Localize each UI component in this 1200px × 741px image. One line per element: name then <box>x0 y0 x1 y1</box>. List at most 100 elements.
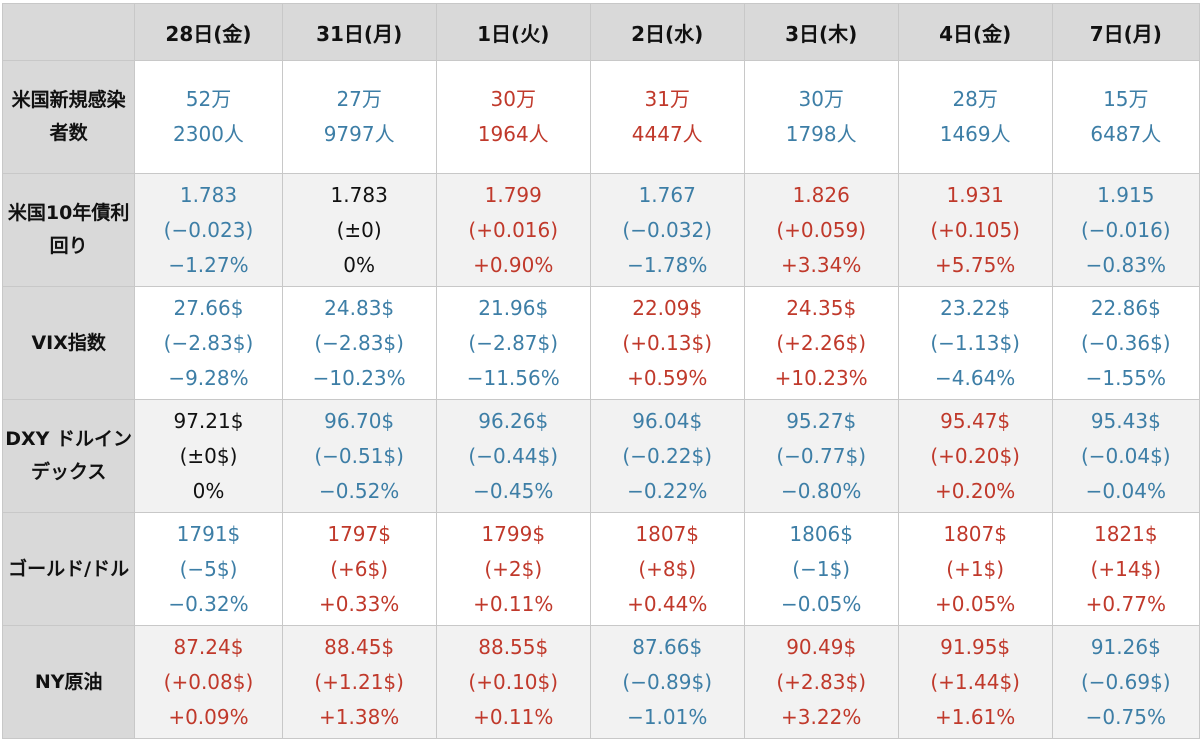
data-cell: 31万 4447人 <box>589 60 745 174</box>
change-line: (−2.83$) <box>314 330 404 355</box>
data-cell: 15万 6487人 <box>1051 60 1200 174</box>
value-line: 1.783 <box>179 182 238 207</box>
percent-line: −1.27% <box>168 252 249 277</box>
change-line: 4447人 <box>631 122 703 146</box>
column-header: 4日(金) <box>897 3 1053 61</box>
change-line: 6487人 <box>1090 122 1162 146</box>
change-line: (+0.105) <box>930 217 1020 242</box>
percent-line: −0.52% <box>319 478 400 503</box>
data-cell: 87.24$ (+0.08$) +0.09% <box>134 625 283 739</box>
change-line: (−0.023) <box>163 217 254 242</box>
change-line: (−0.44$) <box>468 443 559 468</box>
percent-line: +0.90% <box>473 252 554 277</box>
change-line: 1798人 <box>785 122 857 146</box>
value-line: 1.931 <box>946 182 1004 207</box>
value-line: 91.95$ <box>940 634 1011 659</box>
change-line: (−0.51$) <box>314 443 404 468</box>
change-line: 9797人 <box>323 122 395 146</box>
data-cell: 95.47$ (+0.20$) +0.20% <box>897 399 1053 513</box>
percent-line: +10.23% <box>774 365 868 390</box>
value-line: 24.35$ <box>786 295 857 320</box>
percent-line: −0.05% <box>781 591 862 616</box>
data-cell: 1806$ (−1$) −0.05% <box>743 512 899 626</box>
row-label: 米国新規感染者数 <box>1 60 136 174</box>
data-cell: 27万 9797人 <box>281 60 437 174</box>
percent-line: +0.20% <box>935 478 1016 503</box>
change-line: (+0.08$) <box>163 669 254 694</box>
row-label-line: 米国10年 <box>7 202 92 224</box>
change-line: (+2.26$) <box>776 330 866 355</box>
row-label-line: 米国 <box>11 89 50 111</box>
percent-line: +0.05% <box>935 591 1016 616</box>
data-cell: 30万 1964人 <box>435 60 591 174</box>
change-line: (+0.10$) <box>468 669 559 694</box>
percent-line: −0.32% <box>168 591 249 616</box>
data-cell: 1.915 (−0.016) −0.83% <box>1051 173 1200 287</box>
data-cell: 52万 2300人 <box>134 60 283 174</box>
change-line: (+1.21$) <box>314 669 404 694</box>
change-line: 2300人 <box>173 122 244 146</box>
value-line: 96.70$ <box>324 408 395 433</box>
change-line: (+6$) <box>330 556 389 581</box>
percent-line: 0% <box>343 252 376 277</box>
value-line: 27万 <box>336 87 382 111</box>
percent-line: +0.44% <box>627 591 708 616</box>
value-line: 1797$ <box>327 521 391 546</box>
market-data-table: 28日(金) 31日(月) 1日(火) 2日(水) 3日(木) 4日(金) 7日… <box>1 3 1200 739</box>
change-line: 1964人 <box>477 122 549 146</box>
change-line: (−0.032) <box>622 217 713 242</box>
value-line: 1807$ <box>943 521 1007 546</box>
value-line: 95.27$ <box>786 408 857 433</box>
value-line: 1806$ <box>789 521 853 546</box>
change-line: (−0.04$) <box>1080 443 1171 468</box>
percent-line: −11.56% <box>466 365 560 390</box>
value-line: 87.24$ <box>173 634 244 659</box>
table-row: NY原油 87.24$ (+0.08$) +0.09% 88.45$ (+1.21$) +1… <box>1 625 1200 739</box>
change-line: (−5$) <box>179 556 238 581</box>
percent-line: −0.75% <box>1085 704 1166 729</box>
value-line: 22.09$ <box>632 295 703 320</box>
change-line: (−0.36$) <box>1080 330 1171 355</box>
data-cell: 97.21$ (±0$) 0% <box>134 399 283 513</box>
table-row: VIX指数 27.66$ (−2.83$) −9.28% 24.83$ (−2.83$) −… <box>1 286 1200 400</box>
row-label-line: ドル <box>91 557 130 580</box>
column-header: 1日(火) <box>435 3 591 61</box>
change-line: (±0) <box>336 217 382 242</box>
data-cell: 22.86$ (−0.36$) −1.55% <box>1051 286 1200 400</box>
data-cell: 96.26$ (−0.44$) −0.45% <box>435 399 591 513</box>
change-line: (+1.44$) <box>930 669 1020 694</box>
data-cell: 21.96$ (−2.87$) −11.56% <box>435 286 591 400</box>
percent-line: −0.04% <box>1085 478 1166 503</box>
row-label-line: 新規 <box>49 89 88 111</box>
value-line: 96.26$ <box>478 408 549 433</box>
data-cell: 1.826 (+0.059) +3.34% <box>743 173 899 287</box>
value-line: 22.86$ <box>1090 295 1161 320</box>
change-line: (+2$) <box>484 556 543 581</box>
data-cell: 1.799 (+0.016) +0.90% <box>435 173 591 287</box>
data-cell: 22.09$ (+0.13$) +0.59% <box>589 286 745 400</box>
value-line: 87.66$ <box>632 634 703 659</box>
row-label: 米国10年債利回り <box>1 173 136 287</box>
data-cell: 1797$ (+6$) +0.33% <box>281 512 437 626</box>
value-line: 23.22$ <box>940 295 1011 320</box>
value-line: 28万 <box>952 87 998 111</box>
value-line: 1.826 <box>792 182 850 207</box>
row-label-line: VIX指数 <box>31 331 106 354</box>
value-line: 1.915 <box>1097 182 1155 207</box>
value-line: 88.55$ <box>478 634 549 659</box>
data-cell: 91.95$ (+1.44$) +1.61% <box>897 625 1053 739</box>
percent-line: −9.28% <box>168 365 249 390</box>
percent-line: −10.23% <box>312 365 406 390</box>
value-line: 1.767 <box>638 182 696 207</box>
row-label-line: DXY ドル <box>5 428 95 450</box>
data-cell: 24.83$ (−2.83$) −10.23% <box>281 286 437 400</box>
data-cell: 1821$ (+14$) +0.77% <box>1051 512 1200 626</box>
percent-line: −0.80% <box>781 478 862 503</box>
header-row: 28日(金) 31日(月) 1日(火) 2日(水) 3日(木) 4日(金) 7日… <box>1 3 1200 61</box>
value-line: 96.04$ <box>632 408 703 433</box>
value-line: 27.66$ <box>173 295 244 320</box>
percent-line: −0.83% <box>1085 252 1166 277</box>
value-line: 21.96$ <box>478 295 549 320</box>
value-line: 1791$ <box>176 521 241 546</box>
